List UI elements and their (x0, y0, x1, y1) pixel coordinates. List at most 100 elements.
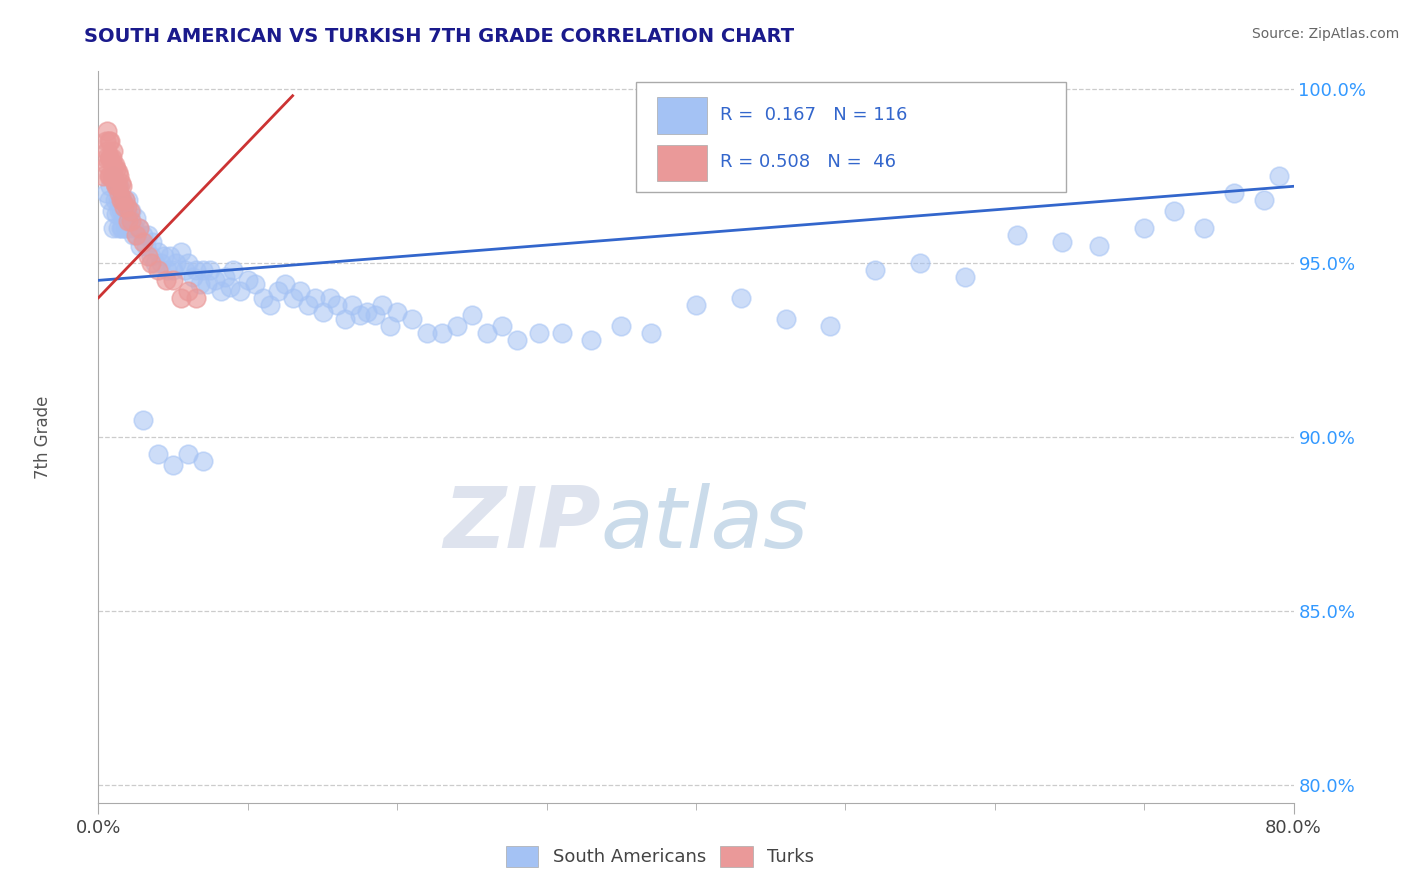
Point (108, 179, 131, 194)
Point (143, 256, 166, 270)
Point (169, 245, 191, 260)
Point (103, 158, 125, 172)
Point (775, 311, 797, 326)
Point (114, 221, 136, 235)
Point (219, 280, 242, 294)
Point (91, 169, 114, 183)
Point (461, 308, 484, 322)
Point (98, 152, 122, 166)
Point (184, 291, 207, 305)
Point (1088, 238, 1111, 252)
Point (259, 298, 281, 312)
Point (177, 256, 200, 270)
Point (177, 284, 200, 298)
Point (112, 203, 135, 218)
Text: SOUTH AMERICAN VS TURKISH 7TH GRADE CORRELATION CHART: SOUTH AMERICAN VS TURKISH 7TH GRADE CORR… (84, 27, 794, 45)
Point (107, 221, 129, 235)
Point (188, 277, 211, 291)
Point (177, 448, 200, 462)
Point (135, 238, 157, 252)
Point (132, 228, 155, 243)
Point (326, 298, 349, 312)
Point (129, 238, 152, 252)
Point (120, 203, 142, 218)
Point (96, 145, 118, 159)
Point (1253, 193, 1275, 207)
Point (103, 145, 125, 159)
Legend: South Americans, Turks: South Americans, Turks (506, 847, 814, 867)
Point (112, 211, 135, 225)
Point (118, 203, 141, 218)
Point (110, 193, 132, 207)
Point (111, 179, 134, 194)
Point (1192, 221, 1215, 235)
Point (148, 263, 170, 277)
Point (342, 298, 364, 312)
Point (364, 308, 387, 322)
FancyBboxPatch shape (637, 82, 1067, 192)
Point (430, 326, 453, 340)
Point (820, 318, 842, 333)
Point (141, 235, 163, 249)
Point (104, 176, 127, 190)
Point (281, 291, 304, 305)
Point (111, 193, 134, 207)
Point (103, 169, 125, 183)
Point (97, 169, 120, 183)
Point (128, 221, 150, 235)
Point (136, 249, 159, 263)
Point (274, 277, 297, 291)
Point (153, 249, 176, 263)
Point (252, 291, 274, 305)
Point (124, 221, 146, 235)
Point (267, 284, 290, 298)
Point (97, 152, 120, 166)
Point (150, 256, 173, 270)
Point (200, 263, 222, 277)
Point (120, 214, 142, 228)
Y-axis label: 7th Grade: 7th Grade (34, 395, 52, 479)
Point (117, 193, 139, 207)
Point (104, 158, 127, 172)
Point (108, 186, 131, 201)
Point (111, 193, 134, 207)
Point (416, 326, 439, 340)
Point (98, 134, 122, 148)
Point (104, 193, 127, 207)
Point (1005, 228, 1028, 243)
Point (148, 448, 170, 462)
Point (108, 203, 131, 218)
Point (148, 245, 170, 260)
Point (115, 200, 138, 214)
Point (304, 291, 326, 305)
Point (110, 203, 132, 218)
Point (139, 249, 162, 263)
Point (1133, 221, 1156, 235)
Point (96, 123, 118, 137)
Point (288, 284, 311, 298)
Point (297, 298, 319, 312)
Point (174, 263, 197, 277)
Point (204, 273, 226, 287)
Point (953, 269, 976, 284)
Point (181, 269, 204, 284)
Point (101, 203, 124, 218)
Bar (657, 145, 707, 181)
Point (114, 193, 136, 207)
Point (550, 326, 572, 340)
Point (118, 211, 141, 225)
Point (385, 304, 409, 318)
Bar (657, 97, 707, 134)
Point (191, 454, 214, 468)
Point (94, 186, 117, 201)
Point (101, 169, 124, 183)
Point (111, 221, 134, 235)
Point (184, 263, 207, 277)
Point (356, 304, 378, 318)
Point (640, 326, 662, 340)
Point (132, 412, 155, 426)
Point (110, 176, 132, 190)
Point (222, 263, 245, 277)
Point (333, 311, 356, 326)
Point (371, 298, 394, 312)
